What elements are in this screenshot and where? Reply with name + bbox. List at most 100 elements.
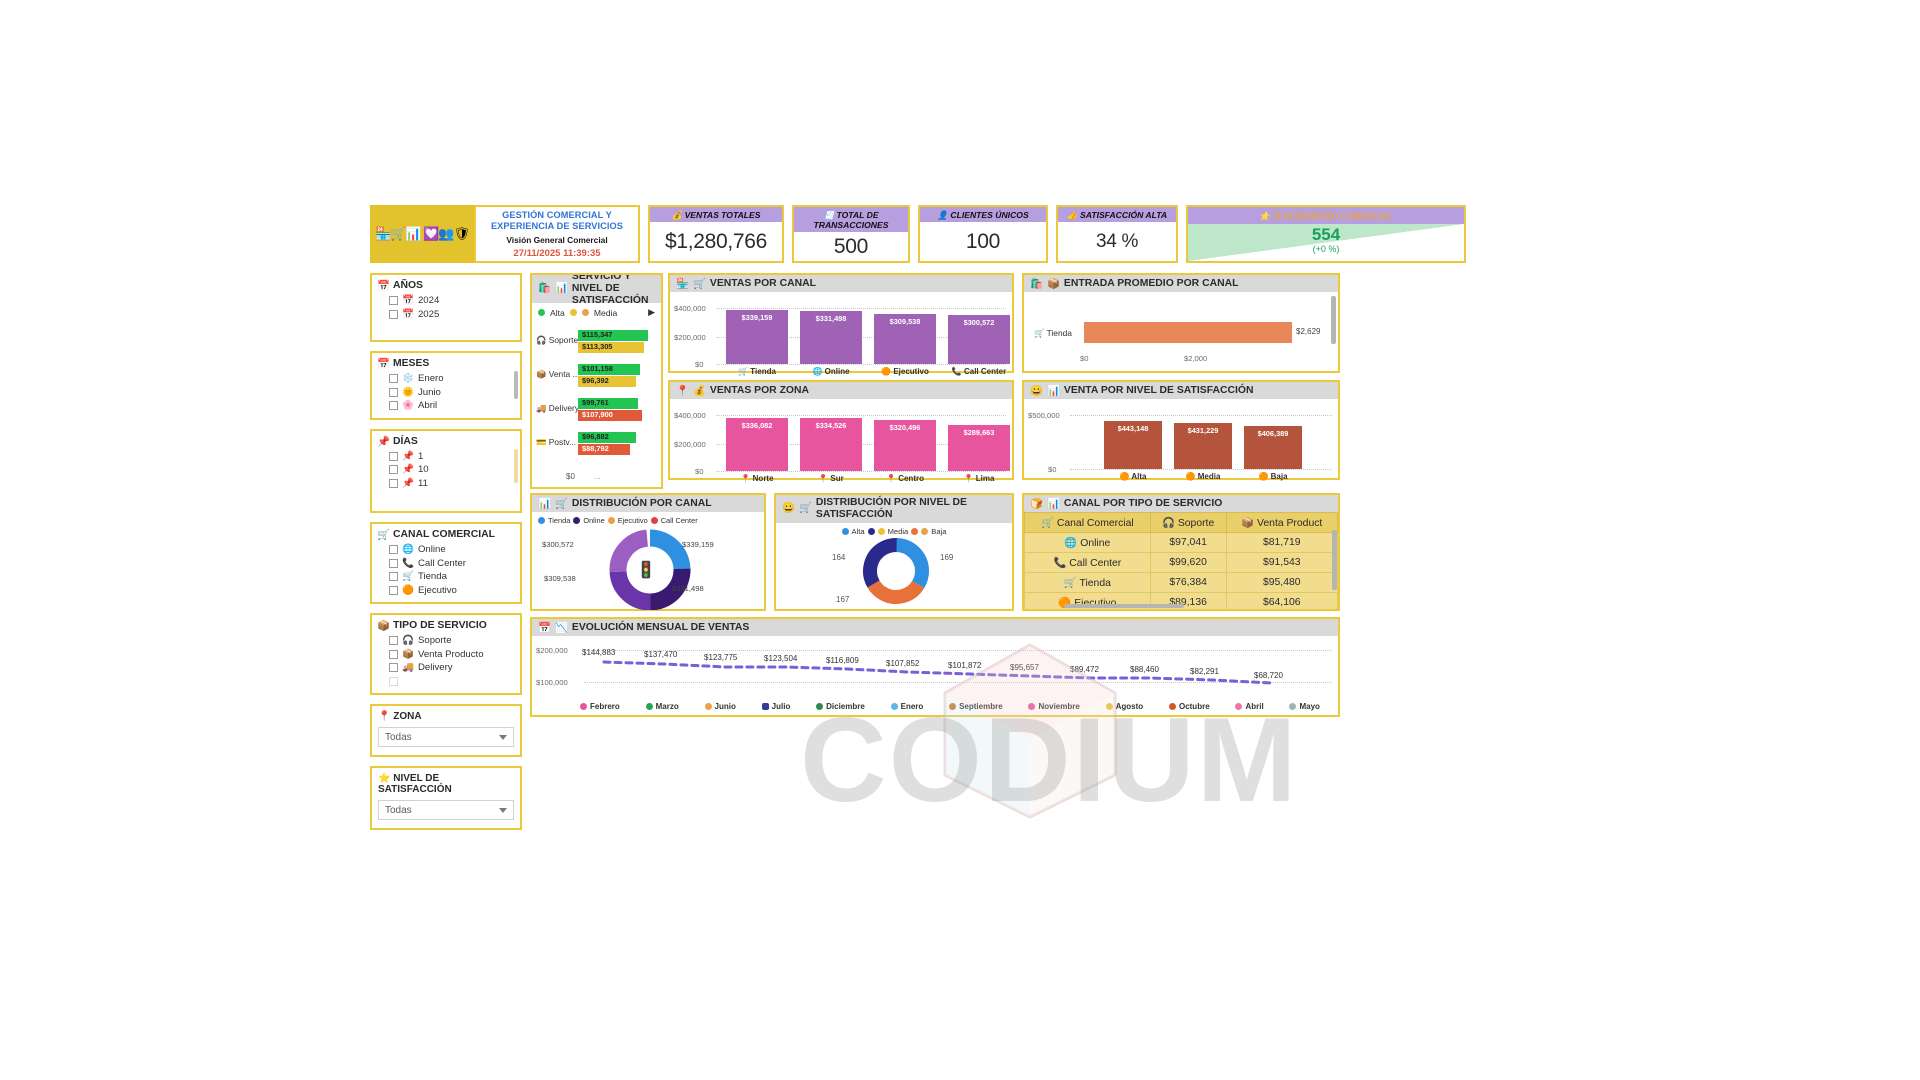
chevron-down-icon[interactable] bbox=[499, 734, 507, 740]
filter-dias-scrollbar[interactable] bbox=[514, 448, 518, 483]
visual-tipo-servicio-nivel[interactable]: 🛍️ 📊 TIPO DE SERVICIO Y NIVEL DE SATISFA… bbox=[530, 273, 663, 489]
filter-item-junio[interactable]: 🌞 Junio bbox=[377, 386, 515, 400]
visual-tabla-canal-tipo[interactable]: 🍞 📊 CANAL POR TIPO DE SERVICIO 🛒 Canal C… bbox=[1022, 493, 1340, 611]
visual-evolucion-mensual[interactable]: 📅 📉 EVOLUCIÓN MENSUAL DE VENTAS $200,000… bbox=[530, 617, 1340, 717]
hbar-row-soporte[interactable]: 🎧 Soporte $115,347 $113,305 bbox=[532, 327, 661, 361]
slicer-nivel-satisfaccion[interactable]: ⭐ NIVEL DE SATISFACCIÓN Todas bbox=[370, 766, 522, 830]
filter-item-delivery[interactable]: 🚚 Delivery bbox=[377, 661, 515, 675]
visual-entrada-promedio[interactable]: 🛍️ 📦 ENTRADA PROMEDIO POR CANAL 🛒 Tienda… bbox=[1022, 273, 1340, 373]
slicer-zona[interactable]: 📍 ZONA Todas bbox=[370, 704, 522, 757]
bar-tienda[interactable]: $339,159 bbox=[726, 310, 788, 364]
kpi-card-total-transacciones[interactable]: 🧾 TOTAL DE TRANSACCIONES 500 bbox=[792, 205, 910, 263]
bar-alta[interactable]: $443,148 bbox=[1104, 421, 1162, 469]
filter-item-partial[interactable] bbox=[377, 675, 515, 689]
checkbox-call-center[interactable] bbox=[389, 558, 398, 568]
checkbox-dia-11[interactable] bbox=[389, 478, 398, 488]
filter-item-ejecutivo[interactable]: 🟠 Ejecutivo bbox=[377, 584, 515, 598]
checkbox-abril[interactable] bbox=[389, 401, 398, 411]
filter-tipo-servicio[interactable]: 📦 TIPO DE SERVICIO 🎧 Soporte 📦 Venta Pro… bbox=[370, 613, 522, 695]
hbar-row-postventa[interactable]: 💳 Postv... $96,882 $88,792 bbox=[532, 429, 661, 463]
bar-entrada-tienda[interactable] bbox=[1084, 322, 1292, 343]
month-legend-enero[interactable]: Enero bbox=[890, 702, 923, 711]
table-row[interactable]: 🌐 Online $97,041 $81,719 bbox=[1024, 532, 1338, 553]
chevron-down-icon[interactable] bbox=[499, 807, 507, 813]
legend-next-arrow-icon[interactable]: ▶ bbox=[648, 307, 655, 317]
month-legend-marzo[interactable]: Marzo bbox=[645, 702, 679, 711]
filter-item-abril[interactable]: 🌸 Abril bbox=[377, 399, 515, 413]
visual-distribucion-nivel[interactable]: 😀 🛒 DISTRIBUCIÓN POR NIVEL DE SATISFACCI… bbox=[774, 493, 1014, 611]
checkbox-tienda[interactable] bbox=[389, 572, 398, 582]
col-soporte[interactable]: 🎧 Soporte bbox=[1149, 512, 1227, 533]
month-legend-septiembre[interactable]: Septiembre bbox=[949, 702, 1003, 711]
kpi-card-ventas-totales[interactable]: 💰 VENTAS TOTALES $1,280,766 bbox=[648, 205, 784, 263]
col-canal-comercial[interactable]: 🛒 Canal Comercial bbox=[1024, 512, 1151, 533]
hbar-row-delivery[interactable]: 🚚 Delivery $99,761 $107,900 bbox=[532, 395, 661, 429]
filter-item-2025[interactable]: 📅 2025 bbox=[377, 308, 515, 322]
slicer-zona-dropdown[interactable]: Todas bbox=[378, 727, 514, 747]
bar-centro[interactable]: $320,496 bbox=[874, 420, 936, 471]
month-legend-mayo[interactable]: Mayo bbox=[1289, 702, 1320, 711]
entrada-scrollbar[interactable] bbox=[1331, 296, 1336, 344]
month-legend-noviembre[interactable]: Noviembre bbox=[1028, 702, 1080, 711]
bar-lima[interactable]: $289,663 bbox=[948, 425, 1010, 471]
checkbox-2025[interactable] bbox=[389, 309, 398, 319]
filter-meses[interactable]: 📅 MESES ❄️ Enero 🌞 Junio 🌸 Abril bbox=[370, 351, 522, 420]
visual-venta-nivel-satisfaccion[interactable]: 😀 📊 VENTA POR NIVEL DE SATISFACCIÓN $500… bbox=[1022, 380, 1340, 481]
checkbox-ejecutivo[interactable] bbox=[389, 585, 398, 595]
bar-media[interactable]: $431,229 bbox=[1174, 423, 1232, 469]
filter-dias[interactable]: 📌 DÍAS 📌 1 📌 10 📌 11 bbox=[370, 428, 522, 513]
table-row[interactable]: 📞 Call Center $99,620 $91,543 bbox=[1024, 552, 1338, 573]
col-venta-producto[interactable]: 📦 Venta Product bbox=[1225, 512, 1338, 533]
visual-distribucion-canal[interactable]: 📊 🛒 DISTRIBUCIÓN POR CANAL Tienda Online… bbox=[530, 493, 766, 611]
slicer-nivel-dropdown[interactable]: Todas bbox=[378, 800, 514, 820]
month-legend-agosto[interactable]: Agosto bbox=[1105, 702, 1143, 711]
filter-item-dia-1[interactable]: 📌 1 bbox=[377, 450, 515, 464]
kpi-card-desempeno-comercial[interactable]: ⭐ ⓪ DESEMPEÑO COMERCIAL 554 (+0 %) bbox=[1186, 205, 1466, 263]
filter-item-tienda[interactable]: 🛒 Tienda bbox=[377, 570, 515, 584]
table-horizontal-scrollbar[interactable] bbox=[1064, 604, 1184, 608]
filter-item-venta-producto[interactable]: 📦 Venta Producto bbox=[377, 648, 515, 662]
donut-dist-canal[interactable] bbox=[532, 528, 768, 610]
checkbox-enero[interactable] bbox=[389, 374, 398, 384]
month-legend-abril[interactable]: Abril bbox=[1235, 702, 1264, 711]
visual-ventas-por-canal[interactable]: 🏪 🛒 VENTAS POR CANAL $400,000 $200,000 $… bbox=[668, 273, 1014, 376]
table-canal-tipo-servicio[interactable]: 🛒 Canal Comercial 🎧 Soporte 📦 Venta Prod… bbox=[1024, 512, 1338, 609]
checkbox-soporte[interactable] bbox=[389, 636, 398, 646]
filter-meses-scrollbar[interactable] bbox=[514, 371, 518, 399]
month-legend-julio[interactable]: Julio bbox=[761, 702, 790, 711]
filter-item-2024[interactable]: 📅 2024 bbox=[377, 294, 515, 308]
kpi-card-clientes-unicos[interactable]: 👤 CLIENTES ÚNICOS 100 bbox=[918, 205, 1048, 263]
checkbox-dia-1[interactable] bbox=[389, 451, 398, 461]
table-vertical-scrollbar[interactable] bbox=[1332, 530, 1337, 590]
filter-item-dia-10[interactable]: 📌 10 bbox=[377, 463, 515, 477]
table-row[interactable]: 🛒 Tienda $76,384 $95,480 bbox=[1024, 572, 1338, 593]
checkbox-online[interactable] bbox=[389, 545, 398, 555]
bar-baja[interactable]: $406,389 bbox=[1244, 426, 1302, 469]
filter-item-online[interactable]: 🌐 Online bbox=[377, 543, 515, 557]
filter-item-dia-11[interactable]: 📌 11 bbox=[377, 477, 515, 491]
filter-item-enero[interactable]: ❄️ Enero bbox=[377, 372, 515, 386]
visual-ventas-por-zona[interactable]: 📍 💰 VENTAS POR ZONA $400,000 $200,000 $0… bbox=[668, 380, 1014, 483]
month-legend-diciembre[interactable]: Diciembre bbox=[816, 702, 865, 711]
bar-ejecutivo[interactable]: $309,538 bbox=[874, 314, 936, 364]
month-legend-febrero[interactable]: Febrero bbox=[580, 702, 620, 711]
checkbox-junio[interactable] bbox=[389, 387, 398, 397]
checkbox-partial[interactable] bbox=[389, 676, 398, 686]
filter-item-call-center[interactable]: 📞 Call Center bbox=[377, 557, 515, 571]
checkbox-venta-producto[interactable] bbox=[389, 649, 398, 659]
checkbox-dia-10[interactable] bbox=[389, 465, 398, 475]
bar-norte[interactable]: $336,082 bbox=[726, 418, 788, 471]
filter-anos[interactable]: 📅 AÑOS 📅 2024 📅 2025 bbox=[370, 273, 522, 342]
filter-canal-comercial[interactable]: 🛒 CANAL COMERCIAL 🌐 Online 📞 Call Center… bbox=[370, 522, 522, 604]
month-legend-octubre[interactable]: Octubre bbox=[1168, 702, 1210, 711]
bar-online[interactable]: $331,498 bbox=[800, 311, 862, 364]
bar-call-center[interactable]: $300,572 bbox=[948, 315, 1010, 364]
filter-item-soporte[interactable]: 🎧 Soporte bbox=[377, 634, 515, 648]
hbar-row-venta[interactable]: 📦 Venta ... $101,158 $96,392 bbox=[532, 361, 661, 395]
month-legend-junio[interactable]: Junio bbox=[704, 702, 736, 711]
bar-sur[interactable]: $334,526 bbox=[800, 418, 862, 471]
checkbox-2024[interactable] bbox=[389, 296, 398, 306]
donut-dist-nivel[interactable] bbox=[776, 537, 1016, 605]
checkbox-delivery[interactable] bbox=[389, 663, 398, 673]
line-evolucion[interactable] bbox=[532, 636, 1342, 696]
